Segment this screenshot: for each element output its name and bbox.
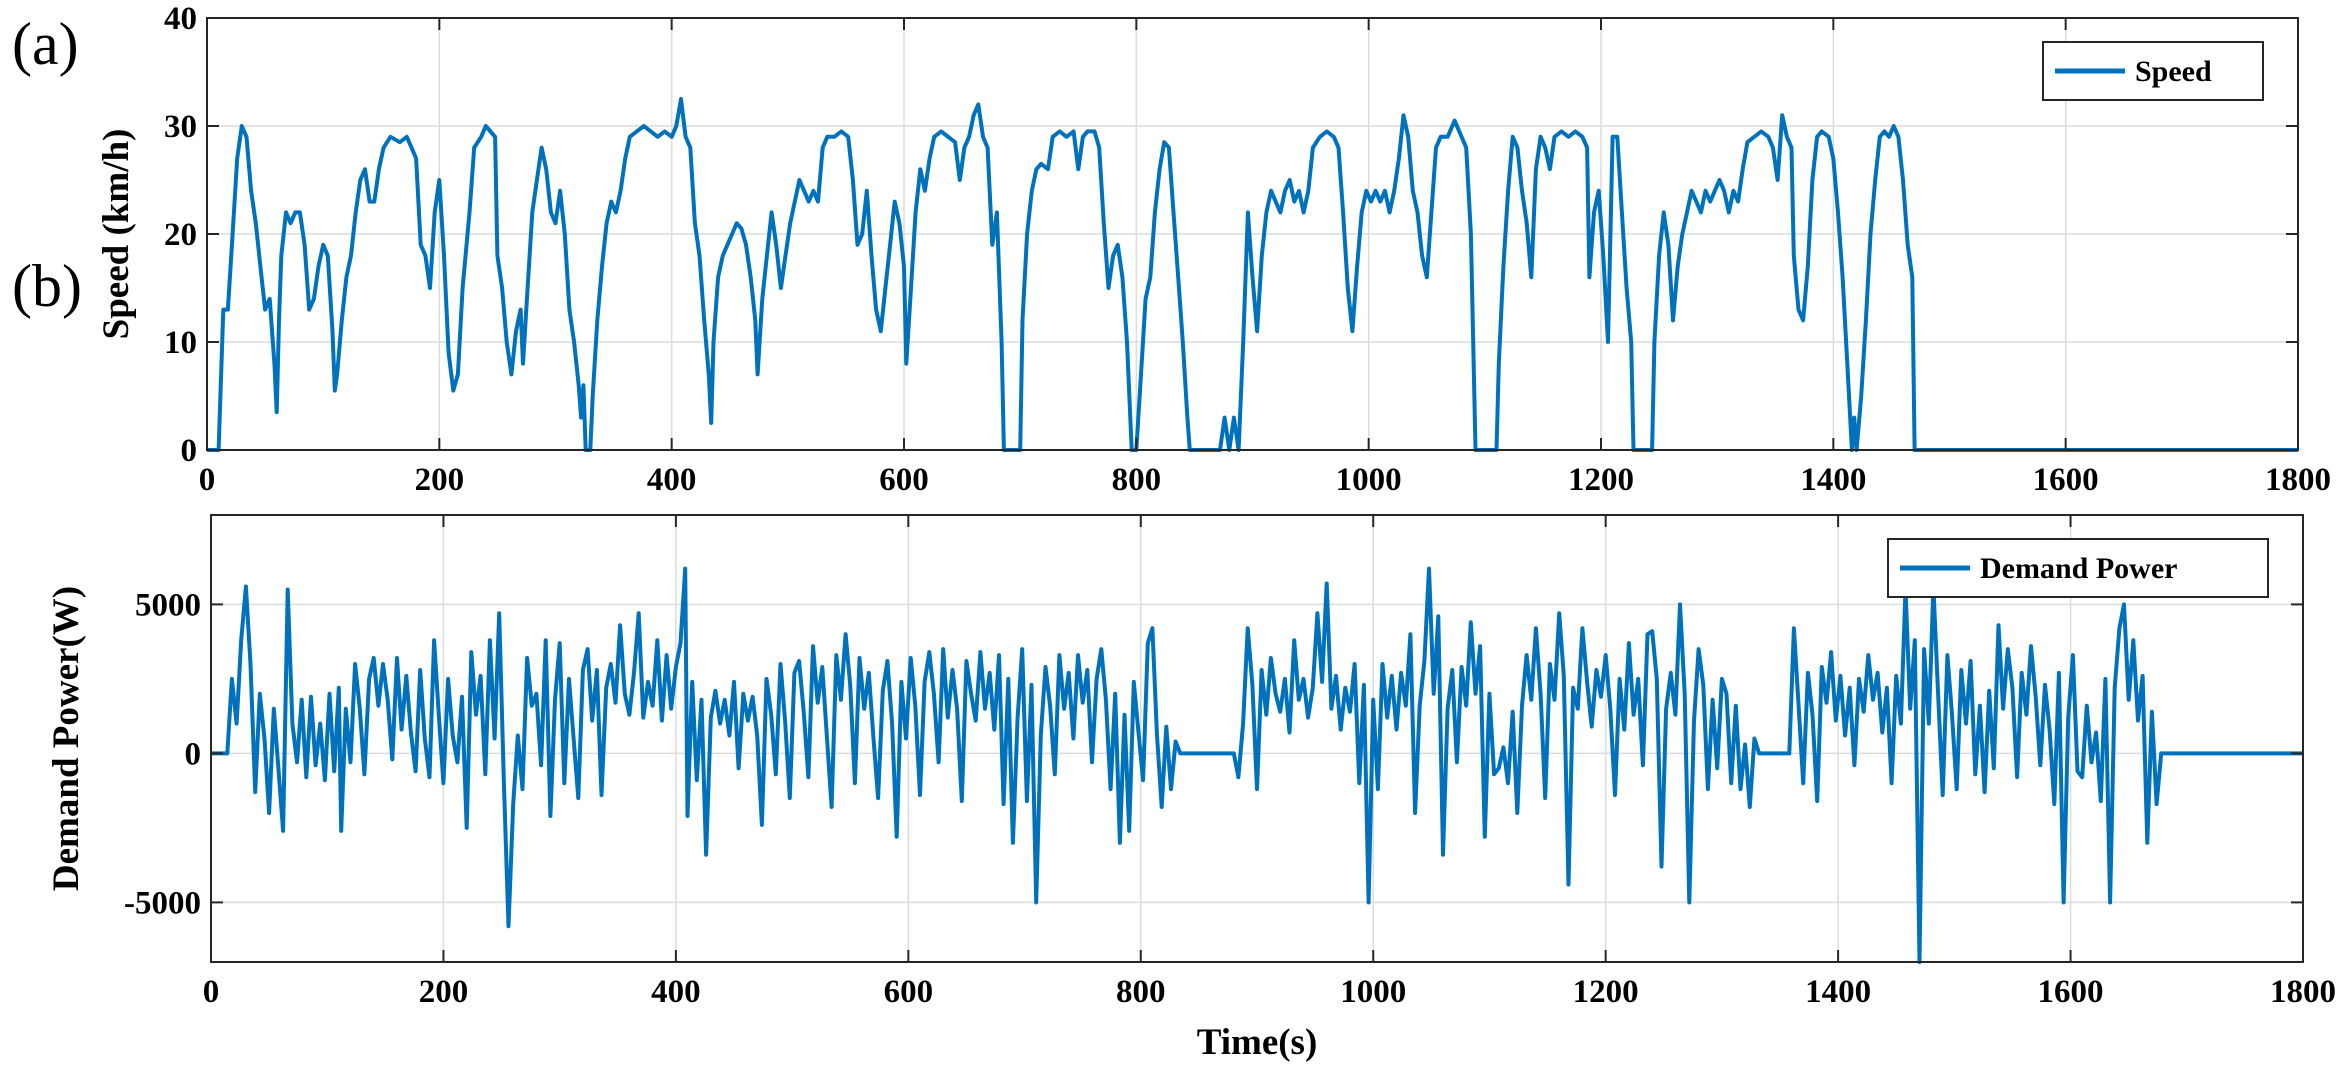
power-x-tick-label: 1200 xyxy=(1573,974,1639,1010)
power-x-tick-label: 1600 xyxy=(2038,974,2104,1010)
panel-a-label: (a) xyxy=(12,11,79,77)
power-x-tick-label: 400 xyxy=(651,974,701,1010)
speed-y-tick-label: 40 xyxy=(164,1,197,37)
speed-chart: 0 200 400 600 800 1000 1200 1400 1600 1800 0 10 20 30… xyxy=(96,1,2331,498)
power-y-tick-label: 0 xyxy=(185,736,202,772)
power-x-tick-label: 600 xyxy=(884,974,934,1010)
speed-legend-box xyxy=(2042,41,2264,101)
power-x-tick-label: 800 xyxy=(1116,974,1166,1010)
demand-power-chart: 0 200 400 600 800 1000 1200 1400 1600 1800 -5000 0 5… xyxy=(46,514,2336,1063)
speed-x-tick-label: 1000 xyxy=(1336,462,1402,498)
speed-y-tick-label: 0 xyxy=(181,433,198,469)
power-plot-frame xyxy=(210,514,2304,963)
power-x-tick-label: 0 xyxy=(203,974,220,1010)
speed-x-tick-label: 600 xyxy=(879,462,929,498)
power-series-line xyxy=(211,566,2303,964)
speed-x-tick-label: 1800 xyxy=(2265,462,2331,498)
speed-y-tick-label: 20 xyxy=(164,217,197,253)
speed-y-tick-label: 30 xyxy=(164,109,197,145)
speed-x-tick-label: 800 xyxy=(1112,462,1162,498)
power-x-tick-label: 1400 xyxy=(1805,974,1871,1010)
power-y-tick-label: 5000 xyxy=(135,587,201,623)
power-x-tick-label: 1800 xyxy=(2270,974,2336,1010)
speed-x-tick-label: 200 xyxy=(415,462,465,498)
power-y-tick-label: -5000 xyxy=(124,885,201,921)
speed-x-tick-label: 1600 xyxy=(2033,462,2099,498)
speed-x-tick-label: 1400 xyxy=(1800,462,1866,498)
speed-legend-label: Speed xyxy=(2135,55,2212,88)
speed-x-tick-label: 0 xyxy=(199,462,216,498)
speed-x-tick-label: 1200 xyxy=(1568,462,1634,498)
speed-y-axis-label: Speed (km/h) xyxy=(96,129,137,340)
panel-b-label: (b) xyxy=(12,253,82,319)
power-legend-label: Demand Power xyxy=(1980,552,2177,585)
power-x-tick-label: 200 xyxy=(419,974,469,1010)
speed-series-line xyxy=(207,97,2298,452)
speed-x-tick-label: 400 xyxy=(647,462,697,498)
power-y-axis-label: Demand Power(W) xyxy=(46,586,87,891)
speed-y-tick-label: 10 xyxy=(164,325,197,361)
power-x-axis-label: Time(s) xyxy=(1197,1022,1318,1063)
power-x-tick-label: 1000 xyxy=(1340,974,1406,1010)
